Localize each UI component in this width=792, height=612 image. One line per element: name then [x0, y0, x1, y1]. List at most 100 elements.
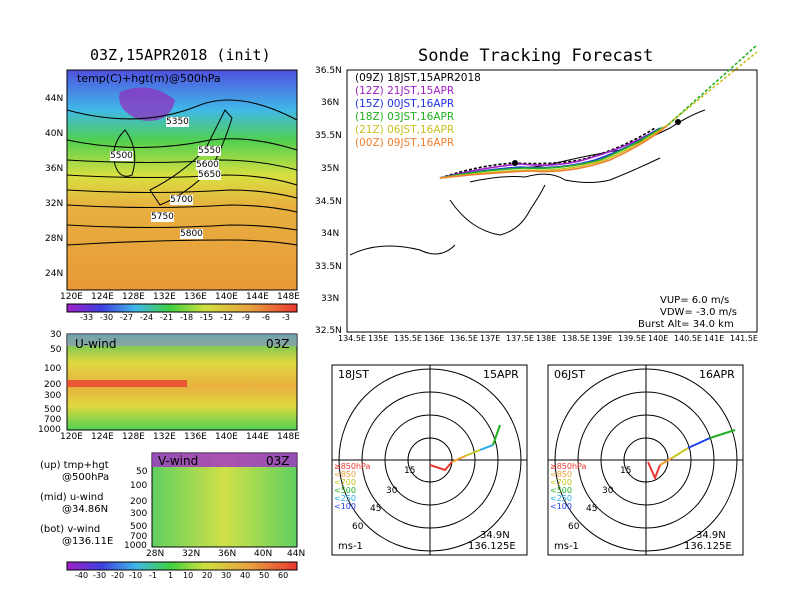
hodo1-ring-60: 60	[352, 522, 364, 532]
hodograph-rings-1	[332, 365, 527, 555]
temp-scale-5: -18	[180, 313, 194, 322]
track-lat-33N: 33N	[321, 294, 340, 304]
hodo2-ring-30: 30	[602, 486, 614, 496]
v-lat-40N: 40N	[254, 549, 273, 559]
u-lon-128E: 128E	[122, 432, 145, 442]
track-lat-36.5N: 36.5N	[315, 66, 342, 76]
contour-5550: 5550	[198, 146, 221, 156]
track-lat-36N: 36N	[321, 98, 340, 108]
legend-up-a: (up) tmp+hgt	[40, 460, 109, 471]
hodograph-rings-2	[548, 365, 743, 555]
track-lon-138.5E: 138.5E	[562, 334, 590, 343]
legend-bot-b: @136.11E	[62, 536, 114, 547]
v-p-200: 200	[130, 497, 148, 507]
map-lon-140E: 140E	[215, 292, 238, 302]
u-p-30: 30	[50, 330, 62, 340]
track-lon-140E: 140E	[648, 334, 669, 343]
v-wind-time: 03Z	[266, 454, 290, 468]
wind-scale-8: 30	[221, 571, 232, 580]
track-lon-138E: 138E	[536, 334, 557, 343]
hodo2-lon: 136.125E	[684, 541, 732, 552]
v-p-100: 100	[130, 481, 148, 491]
v-p-500: 500	[130, 522, 148, 532]
hodo2-level-3: <500	[550, 486, 572, 495]
track-lon-141E: 141E	[704, 334, 725, 343]
wind-scale-5: 1	[168, 571, 174, 580]
map-label: temp(C)+hgt(m)@500hPa	[77, 72, 221, 85]
legend-bot-a: (bot) v-wind	[40, 524, 101, 535]
track-lon-136.5E: 136.5E	[450, 334, 478, 343]
temp-scale-2: -27	[120, 313, 134, 322]
u-p-700: 700	[44, 415, 62, 425]
awaji-shikoku	[349, 244, 456, 256]
hodo1-ring-45: 45	[370, 504, 382, 514]
temp-scale-9: -6	[262, 313, 270, 322]
wind-scale-1: -30	[93, 571, 107, 580]
temp-scale-4: -21	[160, 313, 174, 322]
hodo2-date: 16APR	[699, 368, 735, 381]
hodo2-level-4: <250	[550, 494, 572, 503]
map-lon-144E: 144E	[246, 292, 269, 302]
v-p-300: 300	[130, 509, 148, 519]
map-lon-136E: 136E	[184, 292, 207, 302]
landing-point	[675, 119, 681, 125]
south-coast	[469, 157, 661, 183]
u-wind-jet-core	[67, 380, 187, 387]
u-lon-132E: 132E	[153, 432, 176, 442]
contour-5600: 5600	[196, 160, 219, 170]
v-p-700: 700	[130, 532, 148, 542]
hodo1-level-4: <250	[334, 494, 356, 503]
run-09z: (09Z) 18JST,15APR2018	[355, 72, 481, 84]
temp-scale-0: -33	[80, 313, 94, 322]
hodo1-level-3: <500	[334, 486, 356, 495]
temp-scale-10: -3	[282, 313, 290, 322]
map-lat-40N: 40N	[45, 129, 64, 139]
track-lon-137.5E: 137.5E	[506, 334, 534, 343]
temp-scale-3: -24	[140, 313, 154, 322]
wind-scale-4: -1	[149, 571, 157, 580]
hodo2-level-2: <700	[550, 478, 572, 487]
v-lat-36N: 36N	[218, 549, 237, 559]
map-lat-44N: 44N	[45, 94, 64, 104]
u-p-100: 100	[44, 364, 62, 374]
temp-scale-8: -9	[242, 313, 250, 322]
track-lat-34.5N: 34.5N	[315, 197, 342, 207]
track-lat-33.5N: 33.5N	[315, 262, 342, 272]
legend-mid-a: (mid) u-wind	[40, 492, 104, 503]
wind-scale-11: 60	[278, 571, 289, 580]
map-lat-24N: 24N	[45, 269, 64, 279]
contour-5650: 5650	[198, 170, 221, 180]
map-lat-28N: 28N	[45, 234, 64, 244]
track-lines	[439, 44, 758, 179]
hodo2-lat: 34.9N	[696, 530, 726, 541]
left-title: 03Z,15APR2018 (init)	[90, 46, 271, 64]
temp-scale-6: -15	[200, 313, 214, 322]
u-lon-136E: 136E	[184, 432, 207, 442]
track-lon-141.5E: 141.5E	[730, 334, 758, 343]
height-contours	[66, 99, 298, 246]
u-p-1000: 1000	[38, 425, 61, 435]
track-lon-135E: 135E	[368, 334, 389, 343]
map-lat-32N: 32N	[45, 199, 64, 209]
contour-5350: 5350	[166, 117, 189, 127]
track-lon-139.5E: 139.5E	[618, 334, 646, 343]
track-lat-32.5N: 32.5N	[315, 326, 342, 336]
map-lon-148E: 148E	[277, 292, 300, 302]
hodo1-level-2: <700	[334, 478, 356, 487]
wind-scale-7: 20	[202, 571, 213, 580]
track-title: Sonde Tracking Forecast	[418, 46, 654, 66]
temp-scale-1: -30	[100, 313, 114, 322]
track-lon-139E: 139E	[592, 334, 613, 343]
hodo2-level-1: <850	[550, 470, 572, 479]
u-p-50: 50	[50, 345, 62, 355]
map-lon-128E: 128E	[122, 292, 145, 302]
track-lon-135.5E: 135.5E	[394, 334, 422, 343]
v-p-50: 50	[136, 467, 148, 477]
v-lat-44N: 44N	[287, 549, 306, 559]
contour-5700: 5700	[170, 195, 193, 205]
u-lon-140E: 140E	[215, 432, 238, 442]
v-wind-title: V-wind	[158, 454, 199, 468]
hodo1-level-0: ≥850hPa	[334, 462, 371, 471]
temp-scale-7: -12	[220, 313, 234, 322]
